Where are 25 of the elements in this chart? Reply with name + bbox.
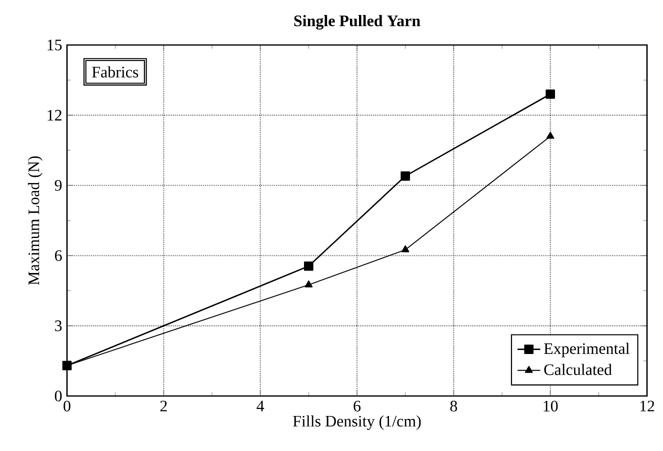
annotation: Fabrics xyxy=(92,66,138,78)
y-tick-label: 12 xyxy=(48,110,62,120)
x-tick-label: 4 xyxy=(256,400,264,412)
point xyxy=(546,89,556,99)
x-tick-label: 0 xyxy=(64,400,70,412)
x-tick-label: 8 xyxy=(450,400,458,412)
x-axis-title: Fills Density (1/cm) xyxy=(293,415,421,430)
y-tick-label: 3 xyxy=(55,320,62,332)
x-tick-label: 6 xyxy=(354,400,361,412)
x-tick-label: 12 xyxy=(640,400,654,412)
y-tick-label: 0 xyxy=(54,390,62,402)
legend-label: Calculated xyxy=(544,364,612,376)
x-tick-label: 10 xyxy=(544,400,558,412)
y-axis-title: Maximum Load (N) xyxy=(28,156,42,285)
x-tick-label: 2 xyxy=(160,400,167,412)
y-tick-label: 9 xyxy=(54,180,62,191)
point xyxy=(304,280,313,288)
y-tick-label: 6 xyxy=(54,250,62,261)
point xyxy=(401,245,410,252)
y-tick-label: 15 xyxy=(48,40,62,50)
point xyxy=(546,132,554,139)
point xyxy=(400,171,410,181)
legend-label: Experimental xyxy=(544,342,630,358)
point xyxy=(304,261,314,271)
chart-title: Single Pulled Yarn xyxy=(294,14,420,30)
